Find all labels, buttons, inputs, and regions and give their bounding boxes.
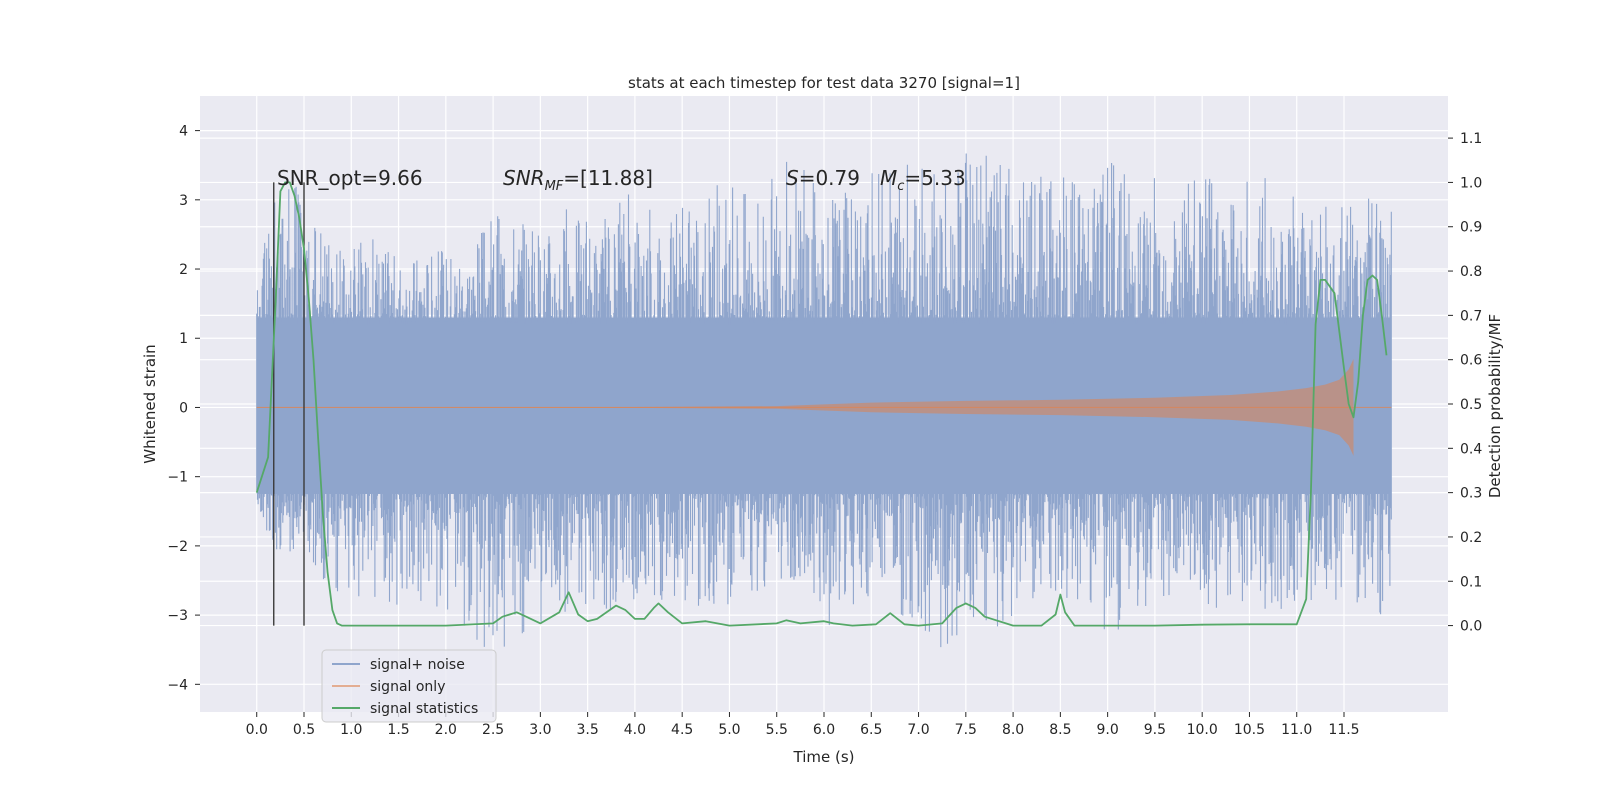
signal-statistics-series <box>255 181 1388 627</box>
x-tick-label: 3.5 <box>577 722 599 738</box>
x-axis-label: Time (s) <box>793 748 855 766</box>
noise-trace <box>256 153 1392 648</box>
signal-statistics-line <box>255 181 1388 627</box>
y-tick-label: 4 <box>179 124 188 140</box>
annotation-mc: Mc=5.33 <box>880 166 966 194</box>
legend-box <box>321 649 497 723</box>
signal-only-series <box>256 359 1392 456</box>
legend-label-stats: signal statistics <box>370 701 478 717</box>
x-tick-label: 8.0 <box>1002 722 1024 738</box>
y2-tick-label: 0.8 <box>1460 264 1482 280</box>
x-tick-label: 9.0 <box>1097 722 1119 738</box>
x-tick-label: 1.5 <box>387 722 409 738</box>
x-tick-label: 9.5 <box>1144 722 1166 738</box>
x-tick-label: 10.5 <box>1234 722 1265 738</box>
x-tick-label: 6.5 <box>860 722 882 738</box>
x-tick-label: 6.0 <box>813 722 835 738</box>
x-tick-label: 2.5 <box>482 722 504 738</box>
annotation-s-value: =0.79 <box>799 166 860 190</box>
y2-tick-label: 0.6 <box>1460 353 1482 369</box>
y-tick-label: −1 <box>167 470 188 486</box>
annotations: SNR_opt=9.66 SNRMF=[11.88] S=0.79 Mc=5.3… <box>277 166 966 194</box>
y2-tick-label: 0.7 <box>1460 308 1482 324</box>
x-axis-ticks: 0.0 0.5 1.0 1.5 2.0 2.5 3.0 3.5 4.0 4.5 5.0 5.5 6.0 6… <box>246 712 1360 738</box>
y-tick-label: −3 <box>167 608 188 624</box>
x-tick-label: 8.5 <box>1049 722 1071 738</box>
x-tick-label: 7.5 <box>955 722 977 738</box>
y2-tick-label: 0.0 <box>1460 619 1482 635</box>
x-tick-label: 1.0 <box>340 722 362 738</box>
x-tick-label: 2.0 <box>435 722 457 738</box>
chart-title: stats at each timestep for test data 327… <box>628 74 1020 92</box>
y2-axis-label: Detection probability/MF <box>1486 314 1504 498</box>
legend-label-noise: signal+ noise <box>370 657 465 673</box>
y-tick-label: 1 <box>179 331 188 347</box>
x-tick-label: 11.5 <box>1328 722 1359 738</box>
annotation-s-label: S <box>786 166 799 190</box>
annotation-mc-value: =5.33 <box>904 166 965 190</box>
x-tick-label: 3.0 <box>529 722 551 738</box>
y2-tick-label: 0.2 <box>1460 530 1482 546</box>
x-tick-label: 5.0 <box>718 722 740 738</box>
y2-tick-label: 0.9 <box>1460 220 1482 236</box>
x-tick-label: 7.0 <box>907 722 929 738</box>
annotation-mc-sub: c <box>897 179 904 194</box>
y-axis-ticks: −4 −3 −2 −1 0 1 2 3 4 <box>167 124 200 693</box>
x-tick-label: 11.0 <box>1281 722 1312 738</box>
y-tick-label: −4 <box>167 677 188 693</box>
annotation-snr-mf-value: =[11.88] <box>563 166 653 190</box>
y-tick-label: −2 <box>167 539 188 555</box>
y-tick-label: 2 <box>179 262 188 278</box>
legend-label-signal: signal only <box>370 679 445 695</box>
y2-tick-label: 0.1 <box>1460 574 1482 590</box>
y2-axis-ticks: 0.0 0.1 0.2 0.3 0.4 0.5 0.6 0.7 0.8 0.9 1.0 1.1 <box>1448 131 1482 635</box>
y2-tick-label: 0.5 <box>1460 397 1482 413</box>
x-tick-label: 0.0 <box>246 722 268 738</box>
y2-tick-label: 1.1 <box>1460 131 1482 147</box>
y2-tick-label: 0.3 <box>1460 486 1482 502</box>
annotation-s: S=0.79 <box>786 166 860 190</box>
y-tick-label: 3 <box>179 193 188 209</box>
y-axis-label: Whitened strain <box>141 344 159 463</box>
annotation-mc-main: M <box>880 166 897 190</box>
legend: signal+ noise signal only signal statist… <box>321 649 497 723</box>
y-tick-label: 0 <box>179 400 188 416</box>
x-tick-label: 10.0 <box>1187 722 1218 738</box>
annotation-snr-mf-main: SNR <box>503 166 545 190</box>
annotation-snr-mf: SNRMF=[11.88] <box>503 166 653 194</box>
x-tick-label: 0.5 <box>293 722 315 738</box>
annotation-snr-mf-sub: MF <box>545 179 564 194</box>
y2-tick-label: 0.4 <box>1460 441 1482 457</box>
annotation-snr-opt: SNR_opt=9.66 <box>277 166 423 190</box>
x-tick-label: 4.0 <box>624 722 646 738</box>
x-tick-label: 5.5 <box>766 722 788 738</box>
y2-tick-label: 1.0 <box>1460 175 1482 191</box>
x-tick-label: 4.5 <box>671 722 693 738</box>
